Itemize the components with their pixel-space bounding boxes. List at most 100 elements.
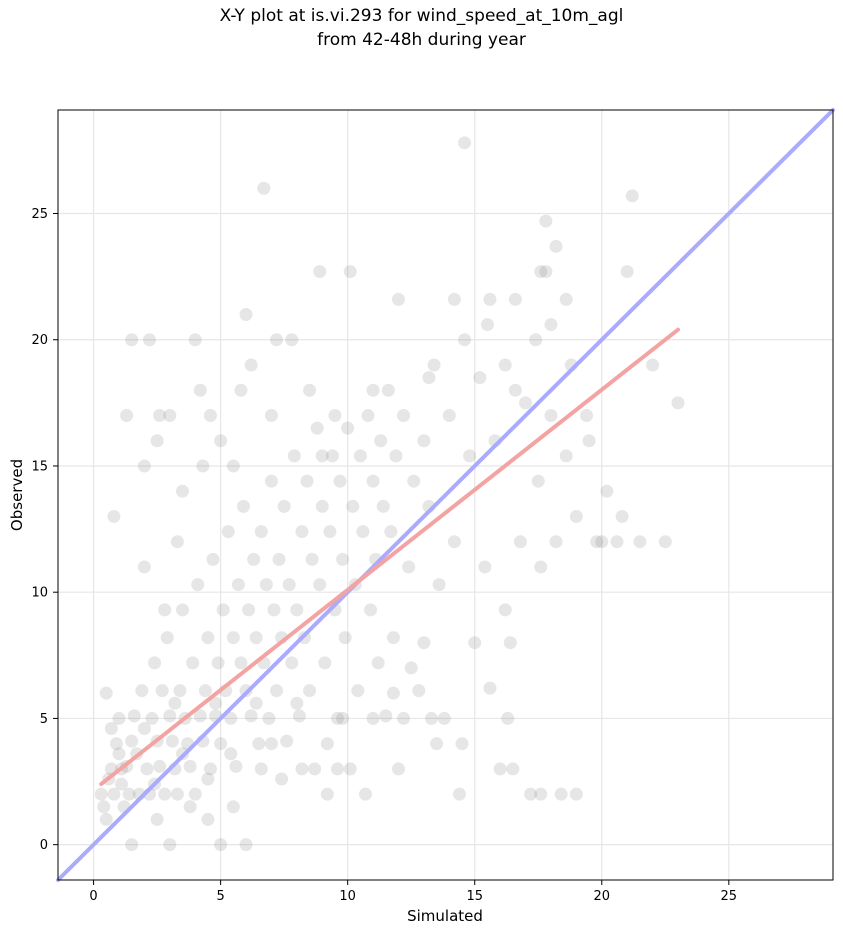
data-point — [120, 408, 134, 422]
data-point — [229, 759, 243, 773]
data-point — [569, 509, 583, 523]
data-point — [277, 499, 291, 513]
data-point — [140, 762, 154, 776]
data-point — [310, 421, 324, 435]
data-point — [203, 762, 217, 776]
data-point — [183, 800, 197, 814]
data-point — [236, 499, 250, 513]
data-point — [356, 525, 370, 539]
data-point — [226, 631, 240, 645]
x-tick-label: 10 — [339, 889, 356, 904]
data-point — [206, 552, 220, 566]
data-point — [112, 711, 126, 725]
data-point — [115, 777, 129, 791]
x-tick-label: 0 — [89, 889, 97, 904]
data-point — [262, 711, 276, 725]
data-point — [150, 434, 164, 448]
data-point — [290, 696, 304, 710]
data-point — [524, 787, 538, 801]
data-point — [176, 603, 190, 617]
data-point — [315, 449, 329, 463]
data-point — [343, 265, 357, 279]
data-point — [122, 787, 136, 801]
data-point — [480, 318, 494, 332]
data-point — [107, 787, 121, 801]
data-point — [226, 459, 240, 473]
y-tick-label: 25 — [31, 207, 48, 222]
y-tick-label: 0 — [40, 838, 48, 853]
data-point — [315, 499, 329, 513]
data-point — [534, 560, 548, 574]
chart-title-line-1: X-Y plot at is.vi.293 for wind_speed_at_… — [219, 6, 624, 26]
data-point — [506, 762, 520, 776]
data-point — [381, 383, 395, 397]
data-point — [254, 525, 268, 539]
data-point — [544, 408, 558, 422]
data-point — [336, 552, 350, 566]
data-point — [163, 408, 177, 422]
data-point — [295, 762, 309, 776]
data-point — [384, 525, 398, 539]
data-point — [493, 762, 507, 776]
data-point — [176, 484, 190, 498]
data-point — [125, 333, 139, 347]
data-point — [305, 552, 319, 566]
data-point — [224, 747, 238, 761]
data-point — [320, 787, 334, 801]
data-point — [290, 603, 304, 617]
data-point — [498, 603, 512, 617]
data-point — [389, 449, 403, 463]
data-point — [318, 656, 332, 670]
data-point — [600, 484, 614, 498]
data-point — [303, 383, 317, 397]
data-point — [595, 535, 609, 549]
data-point — [539, 214, 553, 228]
data-point — [313, 265, 327, 279]
data-point — [366, 474, 380, 488]
data-point — [270, 333, 284, 347]
data-point — [214, 838, 228, 852]
data-point — [386, 686, 400, 700]
data-point — [188, 333, 202, 347]
data-point — [508, 292, 522, 306]
data-point — [226, 800, 240, 814]
data-point — [239, 838, 253, 852]
data-point — [391, 762, 405, 776]
data-point — [331, 711, 345, 725]
data-point — [287, 449, 301, 463]
data-point — [366, 711, 380, 725]
data-point — [549, 239, 563, 253]
data-point — [508, 383, 522, 397]
data-point — [353, 449, 367, 463]
data-point — [374, 434, 388, 448]
data-point — [201, 812, 215, 826]
data-point — [379, 709, 393, 723]
data-point — [137, 560, 151, 574]
data-point — [264, 408, 278, 422]
data-point — [292, 709, 306, 723]
data-point — [94, 787, 108, 801]
data-point — [333, 474, 347, 488]
data-point — [211, 656, 225, 670]
data-point — [531, 474, 545, 488]
data-point — [109, 737, 123, 751]
data-point — [534, 265, 548, 279]
data-point — [544, 318, 558, 332]
data-point — [554, 787, 568, 801]
y-tick-label: 15 — [31, 459, 48, 474]
data-point — [158, 787, 172, 801]
data-point — [239, 307, 253, 321]
data-point — [231, 578, 245, 592]
data-point — [371, 656, 385, 670]
data-point — [99, 812, 113, 826]
data-point — [539, 265, 553, 279]
data-point — [427, 358, 441, 372]
data-point — [422, 371, 436, 385]
data-point — [125, 734, 139, 748]
data-point — [498, 358, 512, 372]
data-point — [267, 603, 281, 617]
data-point — [569, 787, 583, 801]
data-point — [473, 371, 487, 385]
data-point — [97, 800, 111, 814]
data-point — [590, 535, 604, 549]
